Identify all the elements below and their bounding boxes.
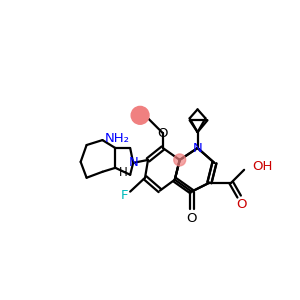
Circle shape bbox=[131, 106, 149, 124]
Text: O: O bbox=[158, 127, 168, 140]
Text: N: N bbox=[193, 142, 202, 154]
Text: N: N bbox=[128, 156, 138, 170]
Text: H: H bbox=[119, 166, 128, 179]
Text: NH₂: NH₂ bbox=[105, 132, 130, 145]
Text: O: O bbox=[236, 198, 246, 211]
Circle shape bbox=[174, 154, 186, 166]
Text: O: O bbox=[186, 212, 197, 225]
Text: F: F bbox=[121, 189, 128, 202]
Text: OH: OH bbox=[252, 160, 272, 173]
